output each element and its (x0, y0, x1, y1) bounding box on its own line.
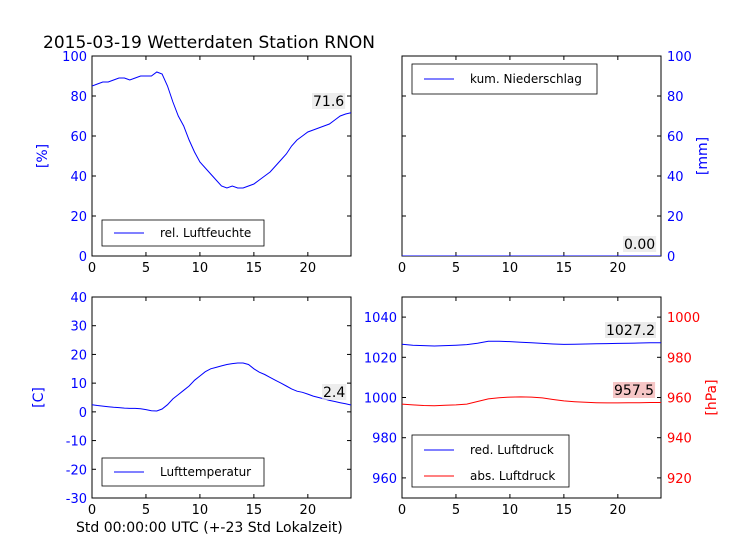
value-label: 71.6 (313, 94, 344, 110)
value-label: 1027.2 (606, 323, 655, 339)
y-tick-label: -10 (66, 435, 87, 450)
value-label-bg (322, 384, 347, 400)
panel-humidity: 0 5 10 15 20 0 20 40 60 80 100 [%] rel. Luftfeuchte 7… (35, 50, 352, 276)
y-tick-label: 100 (62, 50, 87, 65)
y-tick-label: 20 (70, 348, 87, 363)
y-tick-label: 80 (70, 90, 87, 105)
series-line (402, 396, 661, 407)
x-tick-label: 5 (142, 503, 150, 518)
x-tick-label: 20 (610, 503, 627, 518)
y-tick-label: -30 (66, 492, 87, 507)
y2-tick-label: 980 (667, 351, 692, 366)
series-line (402, 340, 661, 347)
y-tick-label: 100 (667, 50, 692, 65)
x-tick-label: 5 (142, 261, 150, 276)
x-tick-label: 0 (398, 261, 406, 276)
y-tick-label: 80 (667, 90, 684, 105)
value-label: 2.4 (323, 385, 345, 401)
y2-tick-label: 960 (667, 392, 692, 407)
y-tick-label: 20 (667, 210, 684, 225)
legend-label: rel. Luftfeuchte (160, 226, 251, 240)
value-label-bg (312, 93, 346, 109)
y-tick-label: -20 (66, 463, 87, 478)
x-tick-label: 15 (556, 503, 573, 518)
y-tick-label: 60 (667, 130, 684, 145)
panel-pressure: 0 5 10 15 20 960 980 1000 1020 1040 920 940 960 980 10… (364, 296, 720, 518)
y-tick-label: 980 (372, 432, 397, 447)
x-tick-label: 10 (192, 503, 209, 518)
value-label-bg (623, 236, 657, 252)
x-tick-label: 0 (88, 503, 96, 518)
legend-box (411, 434, 570, 488)
legend-label: kum. Niederschlag (470, 72, 582, 86)
value-label-bg (605, 322, 656, 338)
figure-title: 2015-03-19 Wetterdaten Station RNON (43, 33, 375, 53)
y2-tick-label: 1000 (667, 311, 700, 326)
x-tick-label: 0 (398, 503, 406, 518)
x-tick-label: 10 (502, 261, 519, 276)
y-tick-label: 0 (79, 250, 87, 265)
panel-precipitation: 0 5 10 15 20 0 20 40 60 80 100 [mm] kum. Niederschla… (398, 50, 711, 276)
y-tick-label: 0 (667, 250, 675, 265)
series-line (92, 362, 351, 412)
x-tick-label: 20 (300, 503, 317, 518)
y-tick-label: 40 (667, 170, 684, 185)
legend-label: abs. Luftdruck (470, 469, 555, 483)
y-tick-label: 60 (70, 130, 87, 145)
y-tick-label: 1000 (364, 392, 397, 407)
y2-axis-label: [hPa] (704, 379, 720, 415)
x-tick-label: 10 (502, 503, 519, 518)
y-tick-label: 20 (70, 210, 87, 225)
value-label: 0.00 (624, 237, 655, 253)
x-tick-label: 15 (246, 261, 263, 276)
y-axis-label: [mm] (695, 137, 711, 175)
y-tick-label: 40 (70, 291, 87, 306)
x-tick-label: 20 (300, 261, 317, 276)
x-tick-label: 0 (88, 261, 96, 276)
x-tick-label: 15 (246, 503, 263, 518)
legend-label: red. Luftdruck (470, 443, 554, 457)
x-tick-label: 15 (556, 261, 573, 276)
y-tick-label: 1020 (364, 351, 397, 366)
x-axis-label: Std 00:00:00 UTC (+-23 Std Lokalzeit) (76, 520, 343, 536)
x-tick-label: 20 (610, 261, 627, 276)
series-line (92, 71, 351, 189)
y-tick-label: 30 (70, 320, 87, 335)
y-axis-label: [%] (35, 144, 51, 168)
y2-tick-label: 920 (667, 472, 692, 487)
y-axis-label: [C] (31, 387, 47, 408)
y-tick-label: 1040 (364, 311, 397, 326)
value-label: 957.5 (614, 383, 654, 399)
x-tick-label: 10 (192, 261, 209, 276)
y-tick-label: 40 (70, 170, 87, 185)
y-tick-label: 0 (79, 406, 87, 421)
x-tick-label: 5 (452, 261, 460, 276)
y-tick-label: 960 (372, 472, 397, 487)
x-tick-label: 5 (452, 503, 460, 518)
value-label-bg (613, 382, 656, 398)
panel-temperature: 0 5 10 15 20 -30 -20 -10 0 10 20 30 40 [C] Lufttempera… (31, 291, 352, 518)
y2-tick-label: 940 (667, 432, 692, 447)
y-tick-label: 10 (70, 377, 87, 392)
legend-label: Lufttemperatur (160, 465, 251, 479)
